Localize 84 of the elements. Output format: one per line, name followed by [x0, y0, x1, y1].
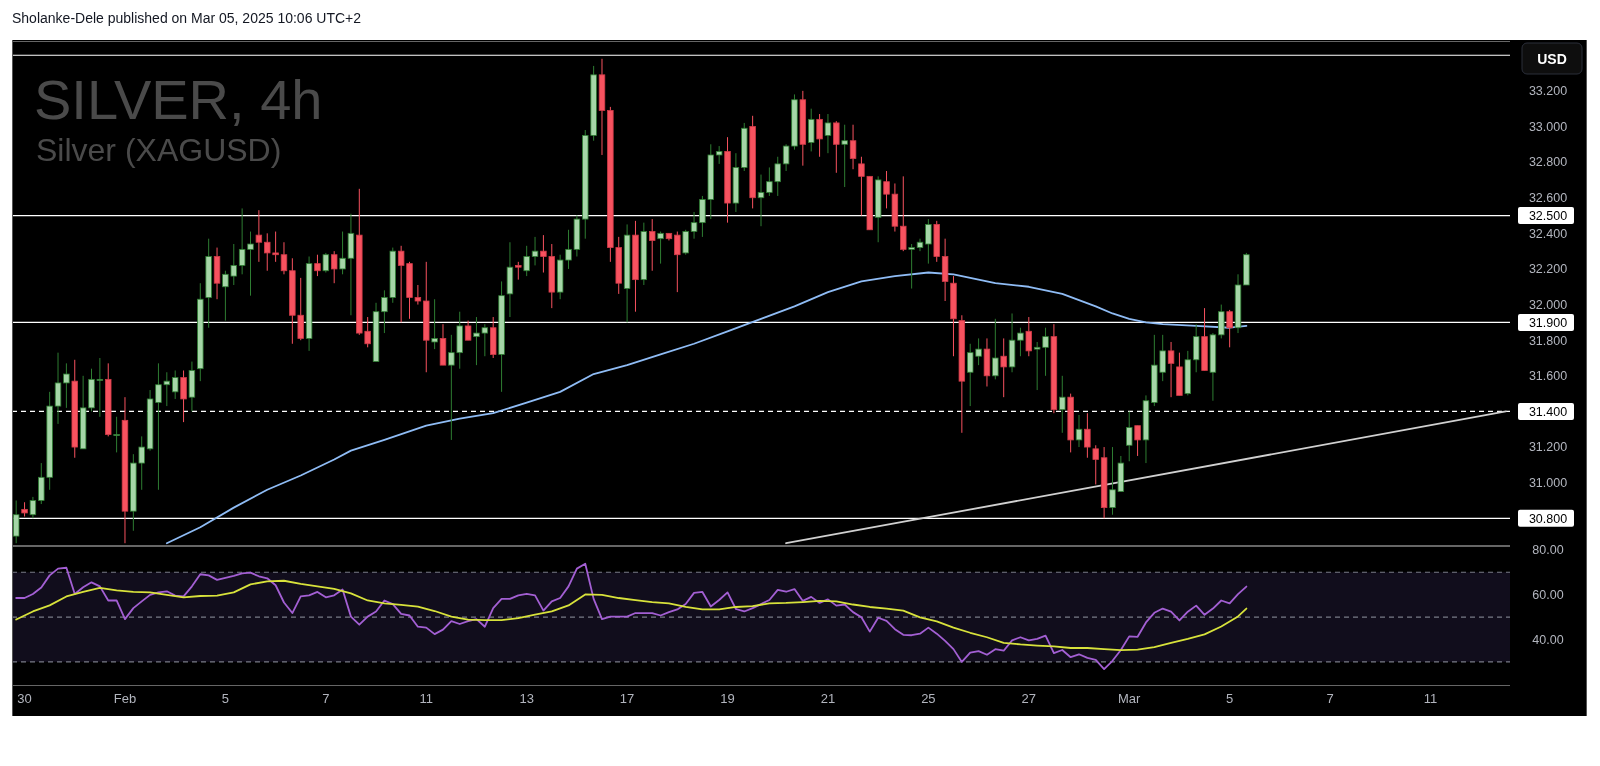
ref-line-label: 31.900: [1528, 315, 1568, 330]
x-tick-label: 21: [820, 690, 836, 706]
candlestick: [314, 254, 321, 277]
candlestick: [1192, 323, 1200, 373]
text: SILVER, 4h: [34, 68, 323, 131]
ref-line-label: 30.800: [1528, 511, 1568, 526]
y-tick-label: 60.00: [1532, 588, 1564, 603]
candlestick: [464, 320, 472, 341]
x-tick-label: 25: [921, 690, 936, 706]
candlestick: [1126, 410, 1133, 462]
candlestick: [900, 175, 907, 252]
candlestick: [849, 124, 857, 170]
candlestick: [1075, 414, 1083, 448]
text: Silver (XAGUSD): [36, 132, 282, 168]
candlestick: [531, 236, 539, 266]
candlestick: [54, 352, 62, 425]
candlestick: [331, 250, 338, 284]
y-tick-label: 32.800: [1528, 155, 1568, 170]
y-tick-label: 40.00: [1532, 632, 1564, 647]
y-tick-label: 31.600: [1528, 369, 1568, 384]
candlestick: [649, 218, 656, 272]
candlestick: [322, 252, 330, 274]
candlestick: [824, 113, 832, 154]
candlestick: [113, 416, 120, 453]
candlestick: [674, 231, 681, 293]
candlestick: [280, 241, 288, 275]
x-tick-label: 30: [17, 690, 32, 706]
x-tick-label: 5: [221, 690, 230, 706]
candlestick: [816, 113, 823, 158]
y-axis-title: USD: [1537, 50, 1567, 67]
y-tick-label: 32.600: [1528, 191, 1568, 206]
candlestick: [841, 124, 848, 188]
candlestick: [1218, 304, 1225, 339]
x-tick-label: 5: [1226, 690, 1234, 706]
x-tick-label: 11: [1423, 690, 1438, 706]
candlestick: [1134, 425, 1141, 457]
ref-line-label: 32.500: [1528, 208, 1568, 223]
candlestick: [1226, 309, 1233, 348]
candlestick: [682, 229, 689, 256]
candlestick: [833, 120, 840, 174]
x-tick-label: 13: [519, 690, 534, 706]
x-tick-label: 11: [419, 690, 433, 706]
ref-line-label: 31.400: [1528, 404, 1568, 419]
y-tick-label: 33.200: [1528, 84, 1568, 99]
x-tick-label: 17: [619, 690, 635, 706]
x-tick-label: 7: [322, 690, 330, 706]
text: Sholanke-Dele published on Mar 05, 2025 10:06 UTC+2: [12, 9, 362, 26]
candlestick: [657, 231, 664, 265]
candlestick: [171, 369, 179, 400]
candlestick: [992, 318, 999, 380]
candlestick: [757, 174, 765, 227]
candlestick: [180, 369, 187, 423]
candlestick: [1000, 337, 1007, 398]
candlestick: [523, 245, 530, 277]
y-tick-label: 31.000: [1528, 476, 1568, 491]
candlestick: [1059, 375, 1066, 434]
x-tick-label: 27: [1021, 690, 1037, 706]
y-tick-label: 32.400: [1528, 226, 1568, 241]
candlestick: [1167, 341, 1175, 398]
y-tick-label: 33.000: [1528, 119, 1568, 134]
candlestick: [808, 108, 815, 152]
candlestick: [255, 209, 263, 263]
y-tick-label: 32.000: [1528, 297, 1568, 312]
candlestick: [908, 243, 915, 290]
line-series: [15, 562, 1248, 670]
candlestick: [925, 218, 932, 265]
y-tick-label: 31.200: [1528, 440, 1568, 455]
y-tick-label: 32.200: [1528, 262, 1568, 277]
candlestick: [29, 496, 37, 519]
line-series: [165, 271, 1248, 545]
x-tick-label: Mar: [1118, 690, 1142, 706]
candlestick: [431, 298, 438, 350]
x-tick-label: 7: [1326, 690, 1334, 706]
y-tick-label: 31.800: [1528, 333, 1568, 348]
candlestick: [63, 362, 70, 409]
candlestick: [1092, 444, 1099, 485]
candlestick: [916, 238, 924, 252]
y-tick-label: 80.00: [1532, 543, 1564, 558]
candlestick: [1084, 412, 1091, 459]
x-tick-label: 19: [720, 690, 735, 706]
x-tick-label: Feb: [113, 690, 137, 706]
candlestick: [12, 499, 20, 544]
candlestick: [1025, 316, 1032, 357]
line-series: [15, 579, 1248, 651]
